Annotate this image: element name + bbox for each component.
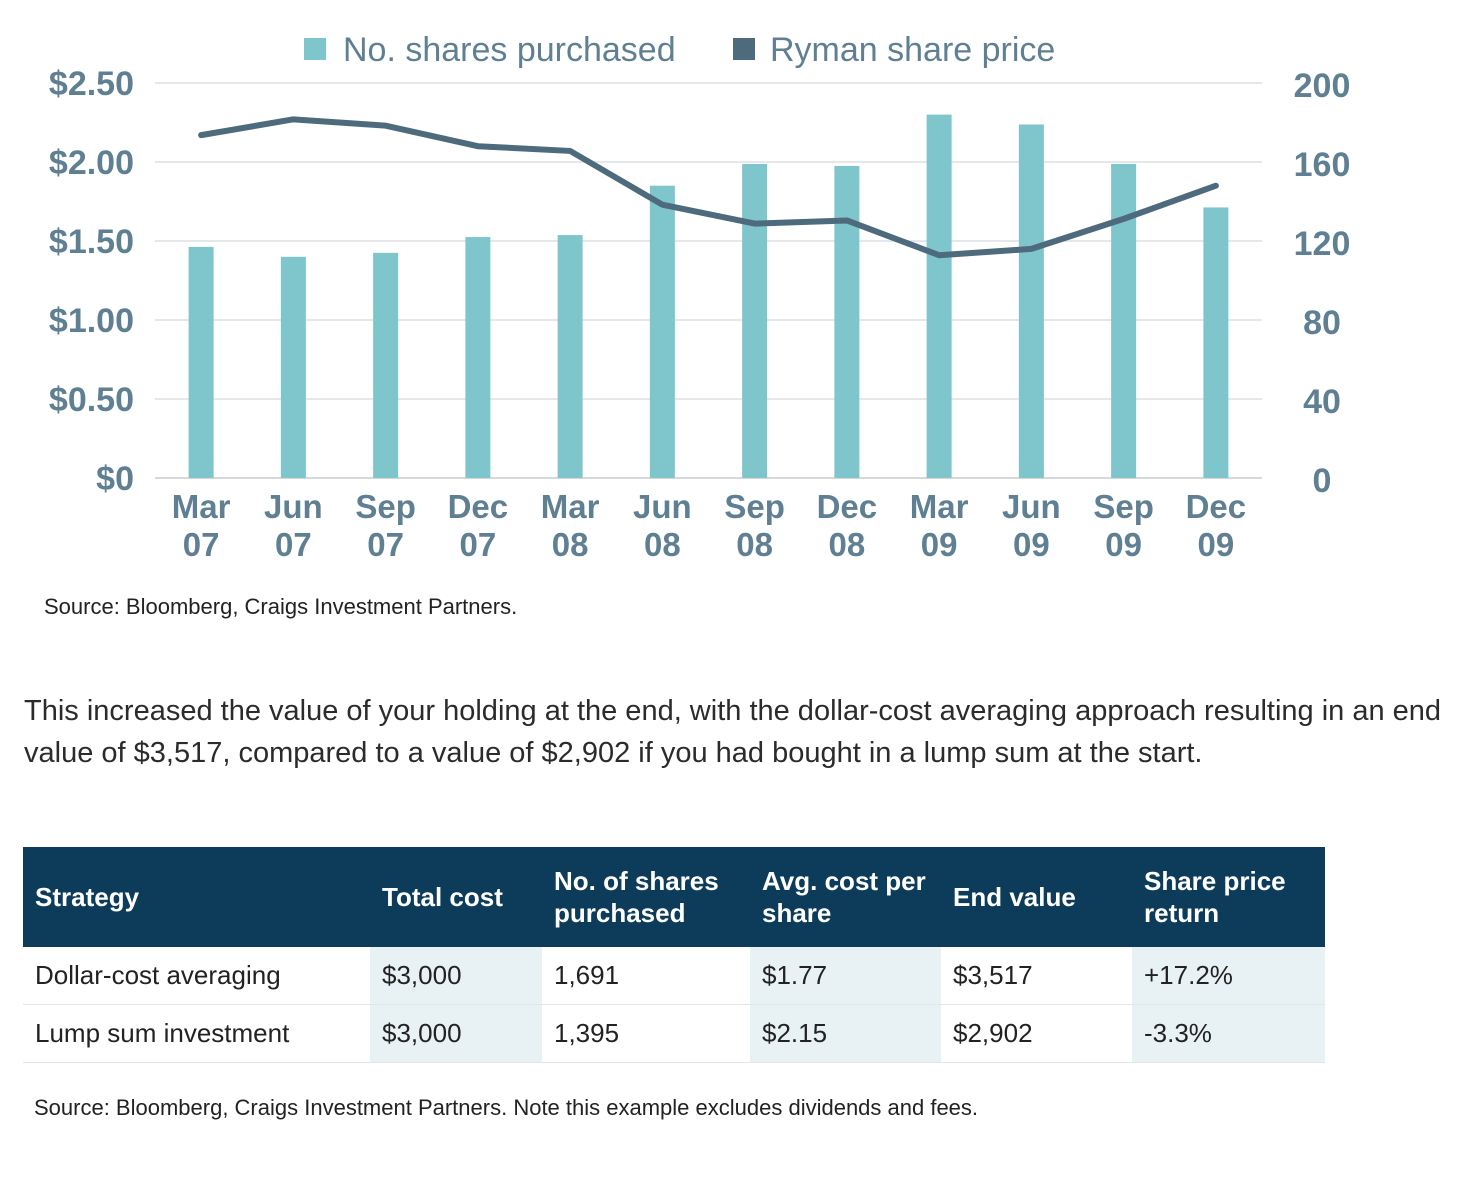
- left-tick-label: $2.00: [49, 144, 134, 182]
- legend-label-shares: No. shares purchased: [343, 31, 676, 69]
- chart: $0 $0.50 $1.00 $1.50 $2.00 $2.50 0 40 80 120 160 2…: [49, 31, 1351, 563]
- x-tick-label: Dec 08: [817, 488, 878, 563]
- x-axis: Mar 07 Jun 07 Sep 07 Dec 07 Mar 08 Jun 08 Sep 08 Dec 08…: [172, 488, 1246, 563]
- bar: [1203, 207, 1229, 479]
- line-series: [198, 116, 1219, 259]
- chart-source-note: Source: Bloomberg, Craigs Investment Par…: [44, 594, 518, 619]
- right-tick-label: 120: [1294, 225, 1351, 263]
- header-share-price-return: Share price return: [1144, 866, 1286, 928]
- right-tick-label: 0: [1313, 462, 1332, 500]
- left-tick-label: $0: [96, 460, 134, 498]
- cell-shares: 1,395: [542, 1004, 750, 1063]
- bar: [465, 237, 491, 478]
- x-tick-label: Dec 09: [1186, 488, 1247, 563]
- bar: [926, 114, 952, 478]
- left-tick-label: $0.50: [49, 381, 134, 419]
- cell-end-value: $2,902: [941, 1004, 1132, 1063]
- bar: [557, 235, 583, 478]
- header-avg-cost: Avg. cost per share: [762, 866, 926, 928]
- bar: [742, 163, 768, 478]
- right-axis: 0 40 80 120 160 200: [1294, 67, 1351, 500]
- bar: [834, 165, 860, 478]
- cell-avg-cost: $2.15: [750, 1004, 941, 1063]
- right-tick-label: 200: [1294, 67, 1351, 105]
- chart-grid: [155, 82, 1262, 479]
- table-row: Lump sum investment $3,000 1,395 $2.15 $…: [23, 1004, 1325, 1063]
- x-tick-label: Sep 08: [724, 488, 785, 563]
- table-source-note: Source: Bloomberg, Craigs Investment Par…: [34, 1095, 979, 1120]
- cell-total-cost: $3,000: [370, 947, 542, 1005]
- cell-strategy: Dollar-cost averaging: [23, 947, 370, 1005]
- bar: [1111, 163, 1137, 478]
- x-tick-label: Sep 09: [1093, 488, 1154, 563]
- cell-total-cost: $3,000: [370, 1004, 542, 1063]
- bar: [649, 185, 675, 478]
- table-row: Dollar-cost averaging $3,000 1,691 $1.77…: [23, 947, 1325, 1005]
- right-tick-label: 80: [1303, 304, 1341, 342]
- legend-swatch-shares: [304, 38, 326, 60]
- left-tick-label: $2.50: [49, 65, 134, 103]
- bar: [280, 256, 306, 478]
- legend-swatch-price: [733, 38, 755, 60]
- x-tick-label: Dec 07: [448, 488, 509, 563]
- price-line: [198, 116, 1219, 259]
- left-axis: $0 $0.50 $1.00 $1.50 $2.00 $2.50: [49, 65, 134, 498]
- cell-shares: 1,691: [542, 947, 750, 1005]
- x-tick-label: Mar 08: [541, 488, 600, 563]
- bar: [373, 252, 399, 478]
- cell-strategy: Lump sum investment: [23, 1004, 370, 1063]
- body-paragraph: This increased the value of your holding…: [24, 695, 1442, 769]
- header-strategy: Strategy: [35, 882, 140, 912]
- legend-label-price: Ryman share price: [770, 31, 1055, 69]
- header-total-cost: Total cost: [382, 882, 503, 912]
- right-tick-label: 160: [1294, 146, 1351, 184]
- cell-end-value: $3,517: [941, 947, 1132, 1005]
- header-end-value: End value: [953, 882, 1076, 912]
- table-header-row: Strategy Total cost No. of shares purcha…: [23, 847, 1325, 947]
- x-tick-label: Jun 07: [264, 488, 323, 563]
- legend: No. shares purchased Ryman share price: [304, 31, 1055, 69]
- bar: [1018, 124, 1044, 478]
- right-tick-label: 40: [1303, 383, 1341, 421]
- x-tick-label: Jun 09: [1002, 488, 1061, 563]
- x-tick-label: Sep 07: [355, 488, 416, 563]
- header-shares-purchased: No. of shares purchased: [554, 866, 719, 928]
- cell-return: -3.3%: [1132, 1004, 1325, 1063]
- comparison-table: Strategy Total cost No. of shares purcha…: [23, 847, 1325, 1063]
- cell-avg-cost: $1.77: [750, 947, 941, 1005]
- left-tick-label: $1.50: [49, 223, 134, 261]
- cell-return: +17.2%: [1132, 947, 1325, 1005]
- x-tick-label: Jun 08: [633, 488, 692, 563]
- left-tick-label: $1.00: [49, 302, 134, 340]
- x-tick-label: Mar 07: [172, 488, 231, 563]
- bar-series: [188, 114, 1229, 479]
- x-tick-label: Mar 09: [910, 488, 969, 563]
- bar: [188, 246, 214, 478]
